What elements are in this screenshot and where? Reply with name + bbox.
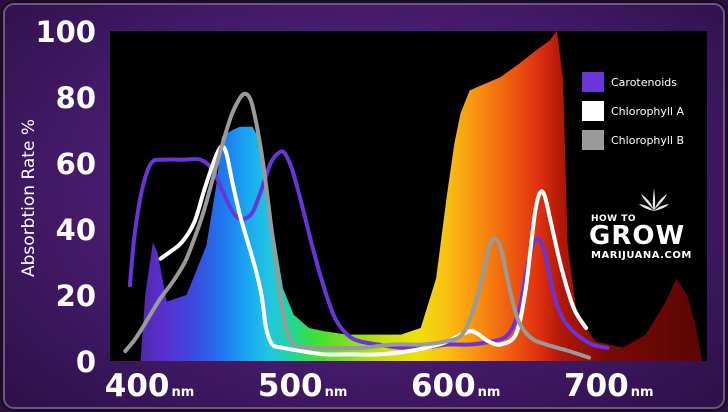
legend-swatch (582, 72, 604, 92)
x-tick-label: 700 nm (564, 368, 654, 404)
series-line-chlorophyll-b (123, 91, 592, 360)
legend-swatch (582, 130, 604, 150)
series-group (123, 91, 610, 360)
legend-label: Carotenoids (611, 76, 677, 89)
y-axis-ticks: 0 20 40 60 80 100 (35, 15, 96, 379)
y-tick-label: 0 (76, 345, 96, 379)
brand-line-site: MARIJUANA.COM (591, 250, 692, 261)
x-tick-label: 400 nm (105, 368, 195, 404)
x-axis-ticks: 400 nm 500 nm 600 nm 700 nm (105, 368, 654, 404)
brand-line-how-to: HOW TO (591, 214, 636, 224)
brand-logo: HOW TO GROW MARIJUANA.COM (589, 188, 692, 261)
x-tick-label: 500 nm (258, 368, 348, 404)
x-tick-label: 600 nm (411, 368, 501, 404)
legend-label: Chlorophyll A (611, 105, 685, 118)
y-tick-label: 80 (56, 81, 96, 115)
y-axis-label: Absorbtion Rate % (19, 119, 39, 277)
y-tick-label: 60 (56, 147, 96, 181)
y-tick-label: 40 (56, 213, 96, 247)
leaf-icon (639, 188, 669, 212)
legend: Carotenoids Chlorophyll A Chlorophyll B (582, 72, 685, 150)
legend-label: Chlorophyll B (611, 134, 684, 147)
legend-swatch (582, 101, 604, 121)
spectrum-area (140, 31, 703, 361)
y-tick-label: 20 (56, 279, 96, 313)
y-tick-label: 100 (35, 15, 96, 49)
series-line-chlorophyll-a (158, 144, 589, 357)
brand-line-grow: GROW (589, 221, 685, 251)
light-spectrum-area (140, 31, 703, 361)
